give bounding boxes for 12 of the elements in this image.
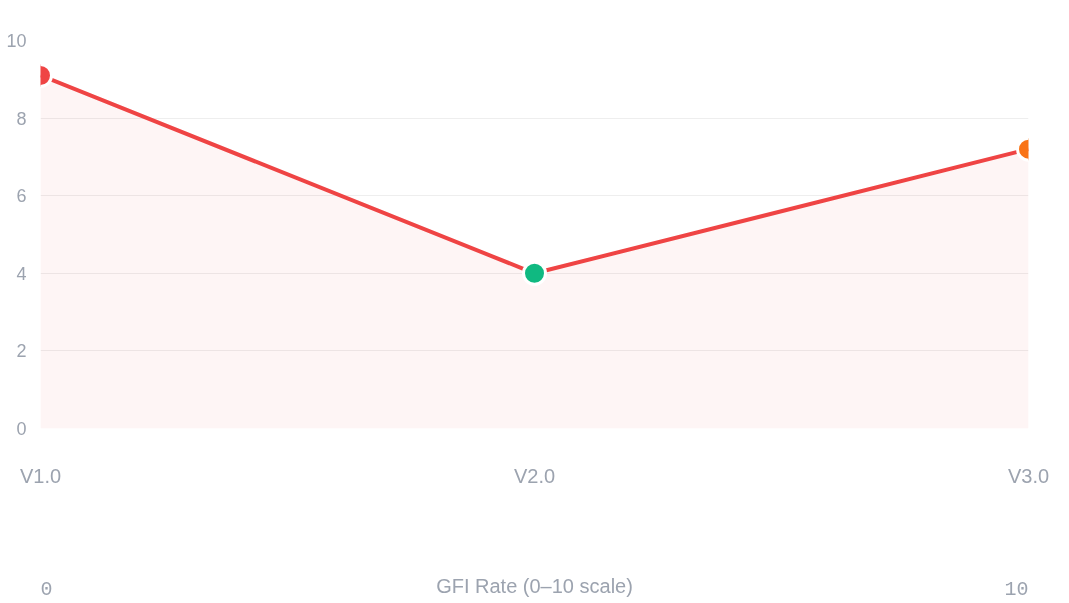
y-tick-label: 8 <box>16 108 27 129</box>
y-tick-label: 10 <box>6 31 27 51</box>
text: 0 <box>40 578 53 601</box>
x-tick-label: V2.0 <box>513 464 556 487</box>
y-tick-label: 2 <box>16 341 27 362</box>
y-tick-label: 4 <box>16 263 27 284</box>
y-tick-label: 0 <box>16 419 27 439</box>
y-tick-label: 6 <box>16 186 27 207</box>
x-tick-label: V3.0 <box>1007 464 1050 487</box>
x-axis-title: GFI Rate (0–10 scale) <box>436 574 633 597</box>
x-tick-label: V1.0 <box>19 464 62 487</box>
text: 10 <box>1004 578 1029 601</box>
